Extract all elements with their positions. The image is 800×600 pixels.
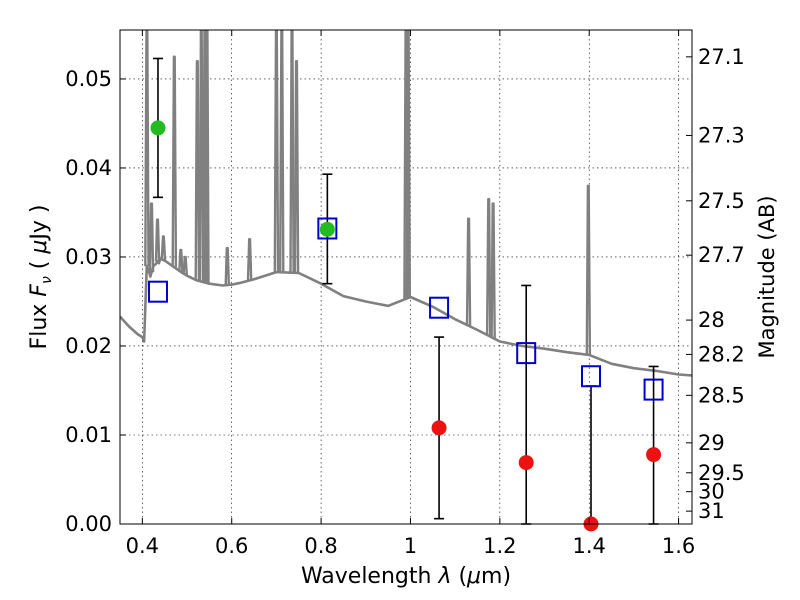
y-tick-label: 0.02 <box>65 334 112 358</box>
x-tick-label: 0.6 <box>215 534 248 558</box>
model-flux-marker <box>317 217 338 240</box>
plot-area <box>120 30 692 532</box>
spectrum-emission-line <box>182 255 188 275</box>
x-tick-label: 0.8 <box>304 534 337 558</box>
magnitude-tick-label: 28 <box>698 308 725 332</box>
spectrum-emission-line <box>160 235 167 261</box>
spectrum-emission-line <box>405 30 411 298</box>
magnitude-tick-label: 27.3 <box>698 123 745 147</box>
model-flux-marker <box>581 365 602 388</box>
x-tick-label: 0.4 <box>126 534 159 558</box>
detection-point <box>150 120 166 136</box>
spectrum-emission-line <box>178 248 184 272</box>
low-significance-point <box>646 447 662 463</box>
spectrum-emission-line <box>154 218 161 262</box>
low-significance-point <box>431 420 447 436</box>
x-axis: 0.4 0.6 0.8 1 1.2 1.4 1.6 <box>126 30 695 558</box>
x-tick-label: 1.4 <box>573 534 606 558</box>
spectrum-emission-line <box>144 30 150 267</box>
x-tick-label: 1 <box>404 534 417 558</box>
spectrum-emission-line <box>465 217 472 326</box>
y-axis-label: Flux Fν ( μJy ) <box>27 205 55 350</box>
magnitude-tick-label: 31 <box>698 499 725 523</box>
magnitude-axis-label: Magnitude (AB) <box>755 195 779 358</box>
model-flux-marker <box>643 378 664 401</box>
spectrum-emission-line <box>289 30 295 273</box>
x-tick-label: 1.2 <box>483 534 516 558</box>
model-flux-marker <box>516 342 537 365</box>
spectrum-emission-line <box>293 60 300 273</box>
grid <box>120 30 692 524</box>
x-tick-label: 1.6 <box>662 534 695 558</box>
markers <box>147 120 664 532</box>
model-flux-marker <box>147 280 168 303</box>
spectrum-emission-line <box>224 246 230 286</box>
model-spectrum <box>120 30 692 377</box>
y-tick-label: 0.00 <box>65 512 112 536</box>
magnitude-tick-label: 30 <box>698 480 725 504</box>
spectrum-emission-line <box>171 55 178 268</box>
y-tick-label: 0.04 <box>65 156 112 180</box>
spectrum-emission-line <box>279 30 285 273</box>
magnitude-tick-label: 28.5 <box>698 383 745 407</box>
model-flux-marker <box>429 296 450 319</box>
y-tick-label: 0.01 <box>65 423 112 447</box>
magnitude-tick-label: 29.5 <box>698 461 745 485</box>
spectrum-emission-line <box>204 30 210 284</box>
spectrum-emission-line <box>585 184 592 355</box>
magnitude-tick-label: 27.1 <box>698 45 745 69</box>
spectrum-emission-line <box>194 60 201 281</box>
spectrum-emission-line <box>485 197 492 336</box>
magnitude-tick-label: 27.5 <box>698 189 745 213</box>
y-tick-label: 0.03 <box>65 245 112 269</box>
magnitude-tick-label: 28.2 <box>698 342 745 366</box>
low-significance-point <box>518 455 534 471</box>
magnitude-tick-label: 29 <box>698 431 725 455</box>
x-axis-label: Wavelength λ (μm) <box>301 564 511 589</box>
y-tick-label: 0.05 <box>65 67 112 91</box>
spectrum-emission-line <box>148 202 155 273</box>
spectrum-emission-line <box>490 202 496 339</box>
detection-point <box>319 221 335 237</box>
spectrum-emission-line <box>198 30 205 282</box>
plot-frame <box>119 29 693 525</box>
magnitude-tick-label: 27.7 <box>698 243 745 267</box>
y-axis: 0.00 0.01 0.02 0.03 0.04 0.05 <box>65 67 126 536</box>
spectrum-continuum <box>120 257 692 377</box>
spectrum-emission-line <box>246 238 253 281</box>
spectrum-emission-line <box>273 30 280 273</box>
